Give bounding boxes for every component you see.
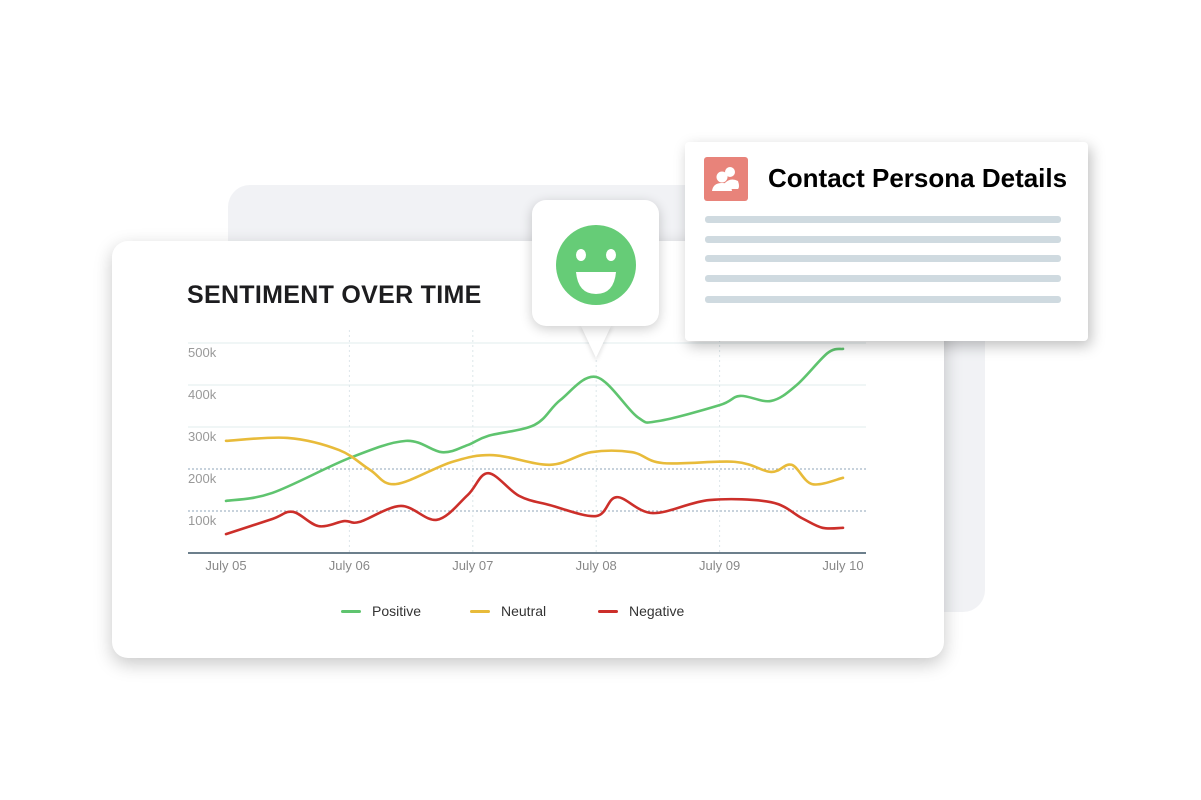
legend-swatch-positive [341, 609, 361, 613]
legend-label: Negative [629, 603, 685, 619]
y-tick-label: 100k [188, 513, 217, 528]
legend-swatch-negative [598, 609, 618, 613]
legend-swatch-neutral [470, 609, 490, 613]
legend-negative: Negative [598, 603, 684, 619]
chart-title: SENTIMENT OVER TIME [187, 281, 482, 309]
smiley-icon [556, 225, 636, 305]
placeholder-line [705, 255, 1061, 262]
series-line-negative [224, 471, 845, 536]
legend-label: Neutral [501, 603, 547, 619]
series-line-positive [224, 347, 845, 503]
bubble-pointer [580, 324, 612, 358]
x-tick-label: July 10 [822, 558, 863, 573]
legend-neutral: Neutral [470, 603, 546, 619]
x-tick-label: July 07 [452, 558, 493, 573]
y-tick-label: 500k [188, 345, 217, 360]
placeholder-line [705, 296, 1061, 303]
placeholder-line [705, 236, 1061, 243]
x-tick-label: July 09 [699, 558, 740, 573]
contact-persona-card: Contact Persona Details [685, 142, 1088, 341]
sentiment-chart: 100k 200k 300k 400k 500k July 05 July 06 July 0… [188, 330, 866, 573]
y-tick-label: 200k [188, 471, 217, 486]
placeholder-line [705, 275, 1061, 282]
legend-positive: Positive [341, 603, 421, 619]
x-tick-label: July 08 [576, 558, 617, 573]
users-icon [704, 157, 748, 201]
persona-title: Contact Persona Details [768, 163, 1068, 193]
legend-label: Positive [372, 603, 422, 619]
x-tick-label: July 05 [205, 558, 246, 573]
placeholder-line [705, 216, 1061, 223]
series-line-neutral [224, 436, 845, 486]
sentiment-bubble [532, 200, 659, 326]
y-tick-label: 300k [188, 429, 217, 444]
y-tick-label: 400k [188, 387, 217, 402]
x-tick-label: July 06 [329, 558, 370, 573]
